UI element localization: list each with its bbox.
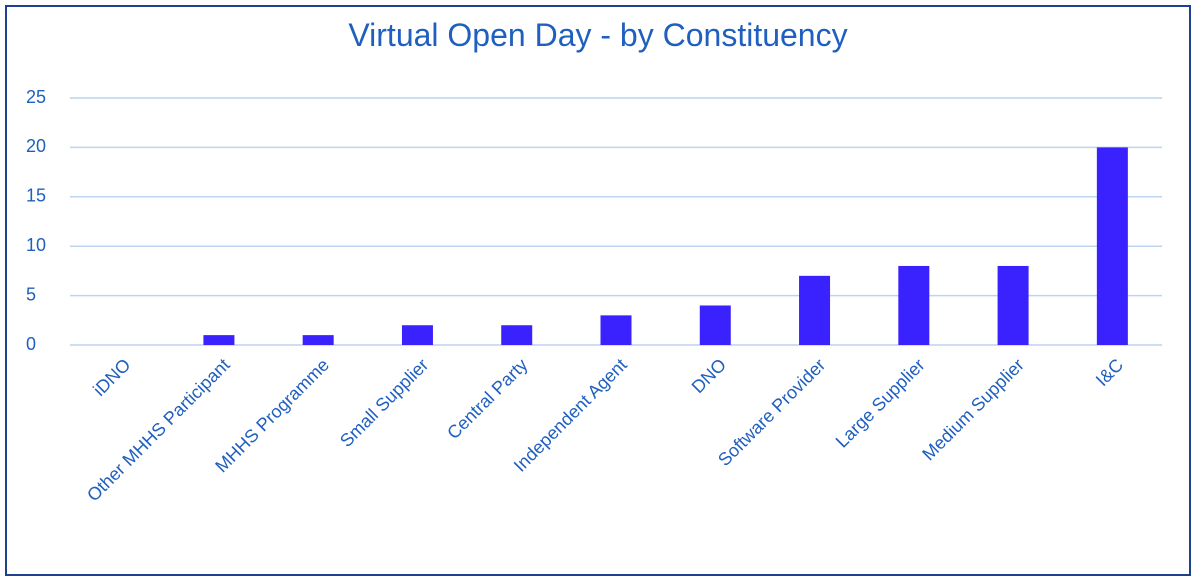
bar [302,335,334,345]
bar [898,265,930,345]
bar [799,275,831,345]
y-tick-label: 10 [26,235,46,255]
bar [997,265,1029,345]
chart-title: Virtual Open Day - by Constituency [348,17,847,53]
y-tick-label: 5 [26,284,36,304]
bar [401,325,433,345]
chart-border [5,5,1191,576]
y-tick-label: 15 [26,186,46,206]
y-tick-label: 20 [26,136,46,156]
bar [699,305,731,345]
bar [600,315,632,345]
bar [501,325,533,345]
y-tick-label: 0 [26,334,36,354]
bar [1096,147,1128,345]
y-tick-label: 25 [26,87,46,107]
bar [203,335,235,345]
